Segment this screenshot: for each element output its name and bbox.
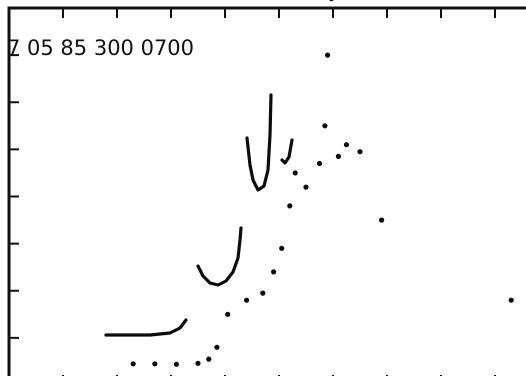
data-point (287, 203, 293, 209)
data-point (279, 245, 285, 251)
data-point (322, 123, 328, 129)
data-point (379, 217, 385, 223)
data-point (214, 344, 220, 350)
data-point (316, 160, 323, 167)
trace-segment (104, 318, 188, 337)
trace-segment (280, 138, 294, 165)
data-point (244, 297, 250, 303)
trace-segment (196, 226, 243, 287)
data-point (325, 52, 331, 58)
data-point (335, 153, 341, 159)
data-point (271, 269, 277, 275)
axis-ticks (9, 8, 496, 376)
data-point (195, 360, 201, 366)
data-point (303, 184, 309, 190)
data-point (130, 361, 136, 367)
data-point (292, 170, 298, 176)
data-point (152, 361, 158, 367)
data-point (343, 142, 350, 148)
data-point (260, 290, 266, 296)
plot-frame (7, 6, 526, 376)
data-marks (104, 0, 514, 367)
trace-segment (245, 93, 273, 192)
data-point (357, 149, 363, 155)
data-point (508, 297, 514, 303)
data-point (225, 311, 231, 317)
data-point (329, 0, 334, 2)
data-point (206, 356, 212, 362)
chart-title: 7 05 85 300 0700 (7, 36, 194, 60)
data-point (173, 361, 179, 367)
